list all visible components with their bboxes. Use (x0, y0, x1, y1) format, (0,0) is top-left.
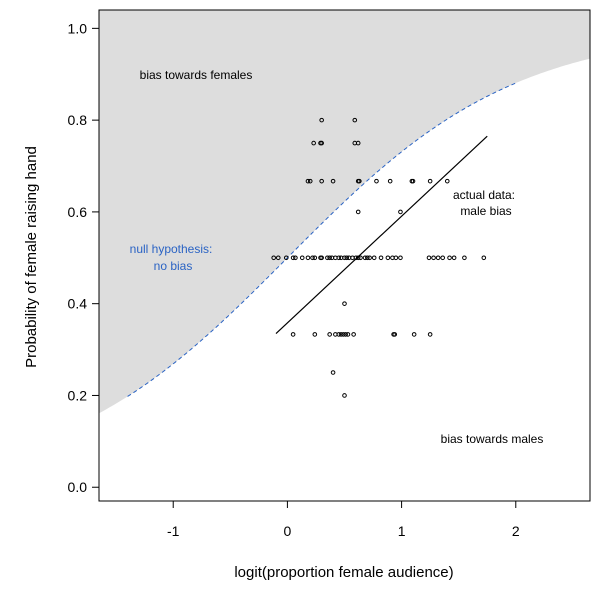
x-tick-label: -1 (167, 523, 180, 539)
data-point (371, 255, 377, 261)
data-point (305, 178, 311, 184)
data-point (307, 178, 313, 184)
y-tick-label: 1.0 (68, 20, 88, 36)
data-point (305, 255, 311, 261)
data-point (299, 255, 305, 261)
data-point (378, 255, 384, 261)
data-point (293, 255, 298, 261)
data-point (398, 255, 403, 261)
female-bias-shaded-region (99, 10, 590, 414)
data-point (362, 255, 368, 261)
data-point (319, 117, 324, 123)
data-point (283, 255, 289, 261)
data-point (275, 255, 281, 261)
data-point (310, 255, 315, 261)
data-point (319, 255, 324, 261)
data-point (345, 332, 351, 337)
data-point (355, 209, 361, 215)
data-point (393, 255, 399, 261)
data-point (344, 255, 350, 261)
data-point (435, 255, 441, 261)
data-point (290, 255, 296, 261)
data-point (444, 178, 450, 184)
data-point (447, 255, 452, 261)
data-point (410, 178, 416, 184)
data-point (351, 332, 356, 337)
data-point (353, 255, 359, 261)
data-point (387, 178, 393, 184)
data-point (426, 255, 432, 261)
data-point (358, 255, 363, 261)
data-point (325, 255, 330, 261)
y-tick-label: 0.8 (68, 112, 88, 128)
y-axis-title: Probability of female raising hand (23, 146, 40, 368)
data-point (312, 332, 318, 337)
plot-frame (98, 9, 591, 502)
data-point (312, 255, 318, 261)
x-tick-label: 2 (512, 523, 520, 539)
data-point (440, 255, 446, 261)
data-point (357, 178, 362, 184)
y-tick-label: 0.0 (68, 479, 88, 495)
annotation-bias-towards-males: bias towards males (441, 432, 544, 446)
data-point (330, 370, 336, 375)
annotation-bias-towards-females: bias towards females (140, 68, 253, 82)
data-point (336, 255, 342, 261)
shaded-area (99, 10, 590, 414)
annotation-no-bias: no bias (154, 259, 193, 273)
data-point (336, 332, 342, 337)
null-hypothesis-curve (127, 82, 516, 397)
data-point (462, 255, 467, 261)
data-point (427, 332, 433, 337)
annotation-null-hypothesis: null hypothesis: (130, 242, 213, 256)
data-point (311, 140, 316, 146)
data-point (327, 255, 332, 261)
data-point (341, 332, 346, 337)
fitted-line-path (275, 135, 488, 334)
data-point (392, 332, 398, 337)
data-point (355, 140, 361, 146)
x-axis-title: logit(proportion female audience) (234, 564, 453, 581)
data-point (319, 140, 324, 146)
x-tick-label: 1 (398, 523, 406, 539)
data-point (342, 393, 347, 398)
annotation-male-bias: male bias (460, 204, 511, 218)
data-point (411, 332, 417, 337)
data-point (319, 178, 324, 184)
data-point (271, 255, 277, 261)
data-point (352, 117, 358, 123)
data-point (431, 255, 436, 261)
y-tick-label: 0.2 (68, 387, 88, 403)
data-point (451, 255, 457, 261)
data-point (338, 332, 344, 337)
data-point (330, 178, 336, 184)
data-point (343, 332, 348, 337)
data-point (374, 178, 379, 184)
data-point (427, 178, 433, 184)
annotation-actual-data: actual data: (453, 188, 515, 202)
data-point (365, 255, 370, 261)
data-point (355, 255, 361, 261)
data-point (342, 255, 347, 261)
data-point (367, 255, 372, 261)
data-point (290, 332, 296, 337)
y-tick-label: 0.4 (68, 296, 88, 312)
null-curve-path (127, 82, 516, 397)
data-point (327, 332, 332, 337)
data-point (481, 255, 487, 261)
data-points (271, 117, 487, 398)
data-point (398, 209, 403, 215)
x-tick-label: 0 (284, 523, 292, 539)
data-point (342, 301, 347, 306)
y-tick-label: 0.6 (68, 204, 88, 220)
fitted-line (275, 135, 488, 334)
data-point (385, 255, 391, 261)
axes: -1 0 1 2 0.0 0.2 0.4 0.6 0.8 1.0 (68, 20, 520, 539)
